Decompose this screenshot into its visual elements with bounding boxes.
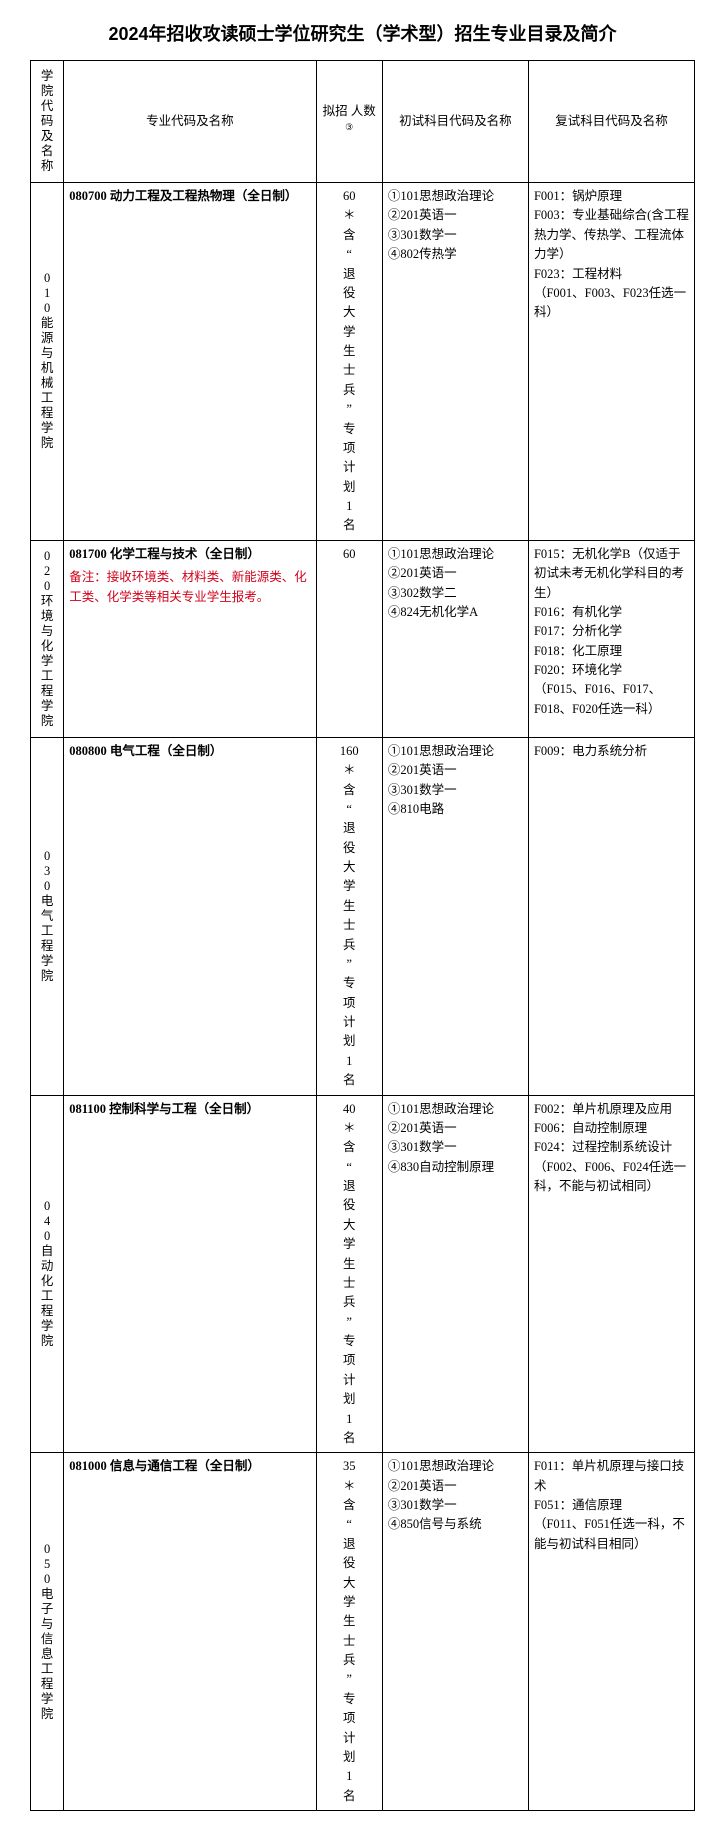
exam2-cell: F001：锅炉原理F003：专业基础综合(含工程热力学、传热学、工程流体力学）F… bbox=[528, 183, 694, 541]
major-title: 080800 电气工程（全日制） bbox=[69, 742, 310, 761]
header-school: 学院代码及名称 bbox=[31, 61, 64, 183]
table-row: 030电气工程学院 080800 电气工程（全日制） 160＊含“退役大学生士兵”专… bbox=[31, 737, 695, 1095]
quota-number: 60 bbox=[322, 545, 377, 564]
major-title: 080700 动力工程及工程热物理（全日制） bbox=[69, 187, 310, 206]
school-cell: 010能源与机械工程学院 bbox=[31, 183, 64, 541]
exam2-cell: F002：单片机原理及应用F006：自动控制原理F024：过程控制系统设计（F0… bbox=[528, 1095, 694, 1453]
exam1-cell: ①101思想政治理论②201英语一③301数学一④802传热学 bbox=[382, 183, 528, 541]
major-cell: 080700 动力工程及工程热物理（全日制） bbox=[64, 183, 316, 541]
quota-number: 60 bbox=[322, 187, 377, 206]
table-body: 010能源与机械工程学院 080700 动力工程及工程热物理（全日制） 60＊含“退… bbox=[31, 183, 695, 1811]
table-row: 040自动化工程学院 081100 控制科学与工程（全日制） 40＊含“退役大学生士… bbox=[31, 1095, 695, 1453]
major-cell: 081100 控制科学与工程（全日制） bbox=[64, 1095, 316, 1453]
exam1-cell: ①101思想政治理论②201英语一③301数学一④830自动控制原理 bbox=[382, 1095, 528, 1453]
major-cell: 080800 电气工程（全日制） bbox=[64, 737, 316, 1095]
quota-number: 160 bbox=[322, 742, 377, 761]
header-quota-a: 拟招 bbox=[323, 104, 348, 118]
major-title: 081100 控制科学与工程（全日制） bbox=[69, 1100, 310, 1119]
school-cell: 040自动化工程学院 bbox=[31, 1095, 64, 1453]
exam1-cell: ①101思想政治理论②201英语一③301数学一④850信号与系统 bbox=[382, 1453, 528, 1811]
school-cell: 030电气工程学院 bbox=[31, 737, 64, 1095]
quota-cell: 60 bbox=[316, 540, 382, 737]
header-quota-sup: ③ bbox=[345, 122, 353, 132]
table-row: 010能源与机械工程学院 080700 动力工程及工程热物理（全日制） 60＊含“退… bbox=[31, 183, 695, 541]
header-quota: 拟招 人数 ③ bbox=[316, 61, 382, 183]
exam2-cell: F009：电力系统分析 bbox=[528, 737, 694, 1095]
major-title: 081000 信息与通信工程（全日制） bbox=[69, 1457, 310, 1476]
quota-number: 40 bbox=[322, 1100, 377, 1119]
page-title: 2024年招收攻读硕士学位研究生（学术型）招生专业目录及简介 bbox=[30, 20, 695, 46]
table-row: 020环境与化学工程学院 081700 化学工程与技术（全日制） 备注：接收环境类、… bbox=[31, 540, 695, 737]
quota-cell: 40＊含“退役大学生士兵”专项计划1名 bbox=[316, 1095, 382, 1453]
major-title: 081700 化学工程与技术（全日制） bbox=[69, 545, 310, 564]
school-cell: 020环境与化学工程学院 bbox=[31, 540, 64, 737]
exam1-cell: ①101思想政治理论②201英语一③302数学二④824无机化学A bbox=[382, 540, 528, 737]
exam2-cell: F015：无机化学B（仅适于初试未考无机化学科目的考生）F016：有机化学F01… bbox=[528, 540, 694, 737]
quota-cell: 35＊含“退役大学生士兵”专项计划1名 bbox=[316, 1453, 382, 1811]
major-cell: 081700 化学工程与技术（全日制） 备注：接收环境类、材料类、新能源类、化工类… bbox=[64, 540, 316, 737]
header-row: 学院代码及名称 专业代码及名称 拟招 人数 ③ 初试科目代码及名称 复试科目代码及… bbox=[31, 61, 695, 183]
quota-number: 35 bbox=[322, 1457, 377, 1476]
header-major: 专业代码及名称 bbox=[64, 61, 316, 183]
table-row: 050电子与信息工程学院 081000 信息与通信工程（全日制） 35＊含“退役大学… bbox=[31, 1453, 695, 1811]
major-cell: 081000 信息与通信工程（全日制） bbox=[64, 1453, 316, 1811]
header-quota-b: 人数 bbox=[351, 104, 376, 118]
header-exam2: 复试科目代码及名称 bbox=[528, 61, 694, 183]
header-exam1: 初试科目代码及名称 bbox=[382, 61, 528, 183]
exam1-cell: ①101思想政治理论②201英语一③301数学一④810电路 bbox=[382, 737, 528, 1095]
quota-cell: 160＊含“退役大学生士兵”专项计划1名 bbox=[316, 737, 382, 1095]
header-quota-l2: 人数 ③ bbox=[345, 104, 376, 139]
quota-cell: 60＊含“退役大学生士兵”专项计划1名 bbox=[316, 183, 382, 541]
school-cell: 050电子与信息工程学院 bbox=[31, 1453, 64, 1811]
exam2-cell: F011：单片机原理与接口技术F051：通信原理（F011、F051任选一科，不… bbox=[528, 1453, 694, 1811]
major-note: 备注：接收环境类、材料类、新能源类、化工类、化学类等相关专业学生报考。 bbox=[69, 568, 310, 607]
catalog-table: 学院代码及名称 专业代码及名称 拟招 人数 ③ 初试科目代码及名称 复试科目代码及… bbox=[30, 60, 695, 1811]
